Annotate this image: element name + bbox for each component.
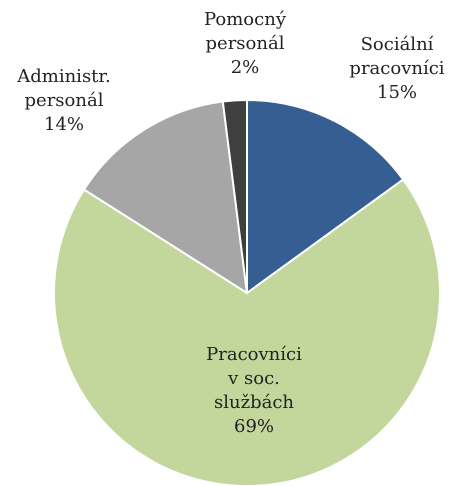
slice-label-line: pracovníci: [349, 58, 445, 79]
slice-label-line: Sociální: [360, 34, 434, 55]
pie-slice-3: [221, 99, 248, 294]
slice-value-label: 2%: [230, 57, 260, 78]
pie-slice-0: [246, 99, 405, 294]
pie-slices: [53, 99, 441, 486]
slice-label-pomocny-personal: Pomocný personál 2%: [204, 8, 286, 80]
slice-label-line: Administr.: [17, 66, 111, 87]
slice-label-line: personál: [24, 90, 104, 111]
slice-label-line: službách: [213, 392, 294, 413]
slice-label-pracovnici-v-soc-sluzbach: Pracovníci v soc. službách 69%: [206, 343, 302, 439]
slice-label-line: Pracovníci: [206, 344, 302, 365]
slice-label-line: Pomocný: [204, 9, 286, 30]
slice-label-administr-personal: Administr. personál 14%: [17, 65, 111, 137]
slice-value-label: 69%: [233, 416, 275, 437]
pie-slice-2: [83, 100, 248, 294]
slice-label-socialni-pracovnici: Sociální pracovníci 15%: [349, 33, 444, 105]
slice-value-label: 15%: [376, 82, 418, 103]
slice-label-line: v soc.: [228, 368, 280, 389]
slice-label-line: personál: [205, 33, 285, 54]
slice-value-label: 14%: [43, 114, 85, 135]
